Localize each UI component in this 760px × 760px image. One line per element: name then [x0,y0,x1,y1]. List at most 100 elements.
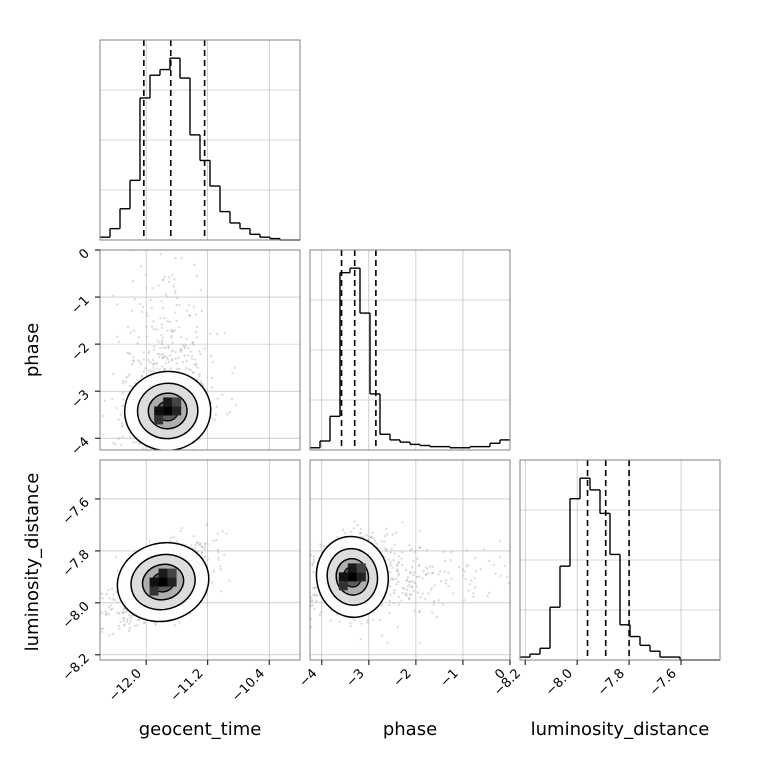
scatter-point-geocent_time-phase [170,334,174,338]
scatter-point-geocent_time-luminosity_distance [200,545,204,548]
scatter-point-phase-luminosity_distance [315,594,318,598]
scatter-point-phase-luminosity_distance [409,549,412,552]
scatter-point-geocent_time-luminosity_distance [118,624,121,628]
scatter-point-geocent_time-phase [168,454,170,456]
scatter-point-geocent_time-luminosity_distance [108,634,111,637]
scatter-point-geocent_time-luminosity_distance [123,624,126,627]
scatter-point-geocent_time-phase [170,330,174,333]
scatter-point-geocent_time-phase [102,433,105,437]
scatter-point-geocent_time-luminosity_distance [217,550,220,554]
scatter-point-geocent_time-luminosity_distance [215,539,218,542]
scatter-point-phase-luminosity_distance [349,530,353,534]
scatter-point-phase-luminosity_distance [396,563,399,567]
scatter-point-geocent_time-phase [175,319,178,323]
scatter-point-geocent_time-luminosity_distance [198,543,201,547]
y-tick-label-phase-2: −2 [69,340,93,364]
scatter-point-phase-luminosity_distance [411,579,415,583]
scatter-point-phase-luminosity_distance [431,565,435,569]
scatter-point-geocent_time-luminosity_distance [122,611,125,614]
scatter-point-phase-luminosity_distance [417,575,421,578]
scatter-point-geocent_time-phase [141,305,145,309]
scatter-point-geocent_time-phase [117,437,120,440]
scatter-point-geocent_time-phase [132,451,134,453]
scatter-point-geocent_time-phase [121,382,125,385]
scatter-point-phase-luminosity_distance [397,603,401,606]
scatter-point-phase-luminosity_distance [311,604,315,607]
scatter-point-phase-luminosity_distance [397,580,400,584]
scatter-point-geocent_time-phase [121,435,124,438]
scatter-point-phase-luminosity_distance [366,621,369,624]
scatter-point-phase-luminosity_distance [444,582,447,585]
scatter-point-phase-luminosity_distance [312,570,315,574]
scatter-point-phase-luminosity_distance [376,542,379,545]
scatter-point-geocent_time-phase [191,371,195,374]
scatter-point-phase-luminosity_distance [429,588,433,592]
scatter-point-geocent_time-phase [159,346,162,350]
scatter-point-phase-luminosity_distance [413,571,416,574]
scatter-point-geocent_time-phase [200,310,204,313]
scatter-point-geocent_time-luminosity_distance [228,579,231,582]
scatter-point-geocent_time-phase [215,405,218,408]
scatter-point-geocent_time-phase [234,404,238,407]
scatter-point-phase-luminosity_distance [442,551,445,554]
scatter-point-geocent_time-phase [216,397,219,401]
scatter-point-geocent_time-luminosity_distance [175,540,179,544]
scatter-point-phase-luminosity_distance [461,574,465,577]
scatter-point-phase-luminosity_distance [395,569,399,573]
scatter-point-geocent_time-phase [216,332,219,336]
scatter-point-geocent_time-phase [189,368,193,372]
scatter-point-geocent_time-phase [117,340,121,344]
scatter-point-geocent_time-phase [185,309,188,312]
scatter-point-geocent_time-phase [164,346,167,349]
scatter-point-geocent_time-phase [152,320,155,323]
scatter-point-geocent_time-phase [180,336,183,339]
scatter-point-geocent_time-phase [166,319,169,323]
scatter-point-geocent_time-phase [157,284,160,287]
scatter-point-geocent_time-phase [127,352,131,355]
scatter-point-geocent_time-luminosity_distance [107,613,111,616]
marks-layer [100,40,720,661]
scatter-point-geocent_time-luminosity_distance [179,530,182,533]
scatter-point-geocent_time-phase [145,451,147,453]
scatter-point-phase-luminosity_distance [311,564,314,567]
scatter-point-geocent_time-luminosity_distance [219,565,222,568]
scatter-point-geocent_time-phase [120,421,124,425]
scatter-point-phase-luminosity_distance [312,593,315,597]
scatter-point-geocent_time-phase [194,364,198,367]
scatter-point-geocent_time-phase [159,317,162,320]
scatter-point-geocent_time-luminosity_distance [203,545,207,548]
scatter-point-phase-luminosity_distance [389,585,392,588]
scatter-point-geocent_time-phase [170,350,173,353]
scatter-point-geocent_time-phase [174,350,177,354]
scatter-point-geocent_time-phase [161,357,164,360]
scatter-point-phase-luminosity_distance [474,556,477,560]
scatter-point-phase-luminosity_distance [412,589,415,593]
scatter-point-geocent_time-phase [135,440,138,443]
scatter-point-geocent_time-luminosity_distance [221,529,224,533]
density-core-cell-phase-luminosity_distance-3 [347,563,357,573]
scatter-point-phase-luminosity_distance [539,589,541,591]
scatter-point-geocent_time-phase [171,341,174,344]
scatter-point-geocent_time-luminosity_distance [203,542,206,546]
scatter-point-geocent_time-phase [178,367,181,370]
scatter-point-geocent_time-luminosity_distance [222,553,226,557]
scatter-point-geocent_time-phase [150,306,153,310]
scatter-point-phase-luminosity_distance [396,568,399,571]
scatter-point-geocent_time-phase [210,354,213,358]
scatter-point-geocent_time-luminosity_distance [204,555,207,558]
scatter-point-phase-luminosity_distance [413,581,416,585]
scatter-point-geocent_time-phase [151,363,155,366]
scatter-point-geocent_time-phase [150,325,154,328]
scatter-point-geocent_time-luminosity_distance [138,619,141,622]
x-tick-label-geocent_time-0: −12.0 [106,666,145,705]
scatter-point-phase-luminosity_distance [461,568,464,571]
scatter-point-geocent_time-phase [170,358,174,361]
scatter-point-phase-luminosity_distance [449,559,453,562]
scatter-point-phase-luminosity_distance [385,533,389,536]
scatter-point-geocent_time-phase [193,358,197,361]
scatter-point-phase-luminosity_distance [390,577,393,580]
scatter-point-geocent_time-phase [196,366,199,370]
scatter-point-geocent_time-luminosity_distance [193,547,197,550]
scatter-point-geocent_time-phase [129,435,132,438]
